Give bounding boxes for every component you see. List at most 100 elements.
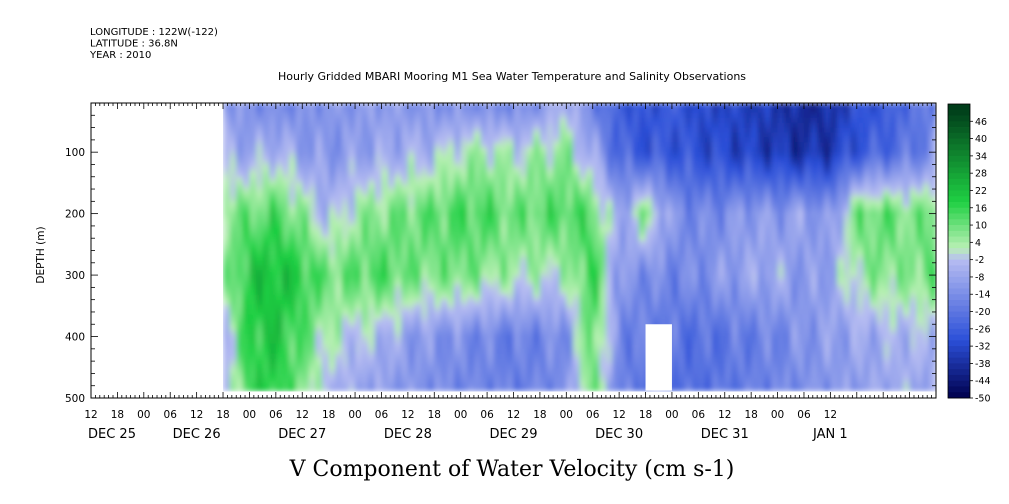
- plot-area: 100 200 300 400 500 12 18 00 06 12 18 00 06 12 18 00 06…: [65, 102, 937, 442]
- colorbar-swatch: [948, 334, 970, 341]
- colorbar-swatch: [948, 144, 970, 151]
- colorbar-swatch: [948, 115, 970, 122]
- colorbar-swatch: [948, 219, 970, 226]
- colorbar-swatch: [948, 392, 970, 399]
- x-hour-label: 18: [639, 409, 652, 421]
- x-hour-label: 06: [692, 409, 706, 421]
- colorbar-swatch: [948, 167, 970, 174]
- x-hour-label: 00: [665, 409, 678, 421]
- metadata-line: LATITUDE : 36.8N: [90, 39, 178, 50]
- colorbar-swatch: [948, 271, 970, 278]
- bottom-minor-ticks: [90, 392, 937, 398]
- colorbar-swatch: [948, 248, 970, 255]
- x-hour-label: 06: [586, 409, 600, 421]
- y-tick-label: 400: [65, 332, 85, 344]
- x-hour-label: 00: [771, 409, 784, 421]
- y-tick-label: 300: [65, 270, 85, 282]
- colorbar-swatch: [948, 311, 970, 318]
- x-axis-title: V Component of Water Velocity (cm s-1): [289, 457, 735, 482]
- colorbar-swatch: [948, 253, 970, 261]
- colorbar-swatch: [948, 132, 970, 139]
- colorbar-swatch: [948, 305, 970, 312]
- colorbar-label: -44: [975, 376, 991, 387]
- x-hour-label: 18: [428, 409, 441, 421]
- colorbar-frame: [947, 103, 971, 399]
- colorbar-swatch: [948, 138, 970, 145]
- colorbar-label: 10: [975, 221, 987, 232]
- colorbar-swatch: [948, 386, 970, 393]
- x-hour-label: 00: [348, 409, 361, 421]
- x-hour-label: 12: [824, 409, 837, 421]
- colorbar-swatch: [948, 357, 970, 364]
- colorbar-label: -14: [975, 290, 991, 301]
- colorbar-swatch: [948, 276, 970, 284]
- colorbar-label: 22: [975, 186, 987, 197]
- x-hour-label: 06: [375, 409, 389, 421]
- x-hour-label: 18: [744, 409, 757, 421]
- chart-title: Hourly Gridded MBARI Mooring M1 Sea Wate…: [278, 70, 746, 83]
- colorbar-swatch: [948, 173, 970, 180]
- colorbar-swatch: [948, 363, 970, 370]
- colorbar-swatch: [948, 213, 970, 220]
- colorbar-swatch: [948, 184, 970, 191]
- colorbar-swatch: [948, 178, 970, 186]
- colorbar-swatch: [948, 109, 970, 116]
- x-hour-label: 00: [137, 409, 150, 421]
- colorbar-swatch: [948, 340, 970, 347]
- y-tick-label: 500: [65, 393, 85, 405]
- colorbar-label: -2: [975, 255, 984, 266]
- x-hour-label: 06: [797, 409, 811, 421]
- x-hour-label: 12: [507, 409, 520, 421]
- colorbar-swatch: [948, 380, 970, 387]
- x-day-label: DEC 26: [173, 427, 221, 442]
- colorbar-swatch: [948, 288, 970, 295]
- x-hour-label: 12: [84, 409, 97, 421]
- colorbar-swatch: [948, 369, 970, 376]
- colorbar-swatch: [948, 351, 970, 359]
- missing-data-region: [645, 324, 672, 391]
- metadata-block: LONGITUDE : 122W(-122)LATITUDE : 36.8NYE…: [89, 27, 218, 61]
- colorbar-swatch: [948, 155, 970, 163]
- x-hour-label: 00: [454, 409, 467, 421]
- colorbar-swatch: [948, 374, 970, 382]
- colorbar-swatch: [948, 294, 970, 301]
- x-hour-label: 18: [216, 409, 229, 421]
- x-hour-label: 00: [243, 409, 256, 421]
- x-hour-label: 12: [718, 409, 731, 421]
- colorbar-label: 28: [975, 169, 987, 180]
- colorbar-swatch: [948, 121, 970, 128]
- colorbar-swatch: [948, 236, 970, 243]
- colorbar-swatch: [948, 202, 970, 209]
- x-day-label: JAN 1: [812, 427, 848, 442]
- x-hour-label: 00: [560, 409, 573, 421]
- x-day-label: DEC 27: [278, 427, 326, 442]
- colorbar-swatch: [948, 196, 970, 203]
- x-hour-label: 18: [533, 409, 546, 421]
- x-day-label: DEC 29: [490, 427, 538, 442]
- x-day-label: DEC 28: [384, 427, 432, 442]
- colorbar-swatch: [948, 300, 970, 307]
- colorbar-swatch: [948, 190, 970, 197]
- colorbar-label: -26: [975, 324, 991, 335]
- x-hour-label: 12: [401, 409, 414, 421]
- metadata-line: LONGITUDE : 122W(-122): [90, 27, 218, 38]
- colorbar-swatch: [948, 328, 970, 335]
- colorbar-swatch: [948, 207, 970, 214]
- colorbar-label: -8: [975, 272, 984, 283]
- colorbar-swatch: [948, 104, 970, 111]
- colorbar-swatch: [948, 150, 970, 157]
- colorbar-label: 46: [975, 117, 987, 128]
- x-hour-label: 18: [111, 409, 124, 421]
- y-axis-title: DEPTH (m): [35, 226, 47, 283]
- y-tick-label: 100: [65, 147, 85, 159]
- x-hour-label: 06: [480, 409, 494, 421]
- colorbar: 46 40 34 28 22 16 10 4 -2 -8 -14 -20 -26 -32 -38 -44 -50: [947, 103, 991, 405]
- colorbar-swatch: [948, 259, 970, 266]
- x-day-label: DEC 25: [88, 427, 136, 442]
- colorbar-swatch: [948, 323, 970, 330]
- x-hour-label: 06: [269, 409, 283, 421]
- y-tick-label: 200: [65, 209, 85, 221]
- metadata-line: YEAR : 2010: [89, 50, 151, 61]
- colorbar-swatch: [948, 242, 970, 249]
